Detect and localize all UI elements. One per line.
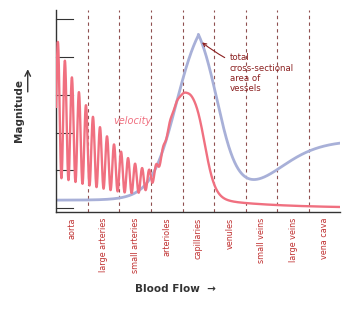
Text: small veins: small veins [257, 218, 266, 263]
Text: aorta: aorta [67, 218, 77, 240]
Text: arterioles: arterioles [162, 218, 171, 257]
Text: total
cross-sectional
area of
vessels: total cross-sectional area of vessels [203, 43, 294, 94]
Text: large arteries: large arteries [99, 218, 108, 272]
Text: velocity: velocity [113, 116, 151, 126]
Text: capillaries: capillaries [194, 218, 203, 259]
Text: Blood Flow  →: Blood Flow → [135, 284, 216, 294]
Text: vena cava: vena cava [320, 218, 329, 259]
Text: small arteries: small arteries [131, 218, 140, 273]
Text: Magnitude: Magnitude [14, 79, 24, 142]
Text: large veins: large veins [289, 218, 298, 262]
Text: venules: venules [225, 218, 234, 249]
